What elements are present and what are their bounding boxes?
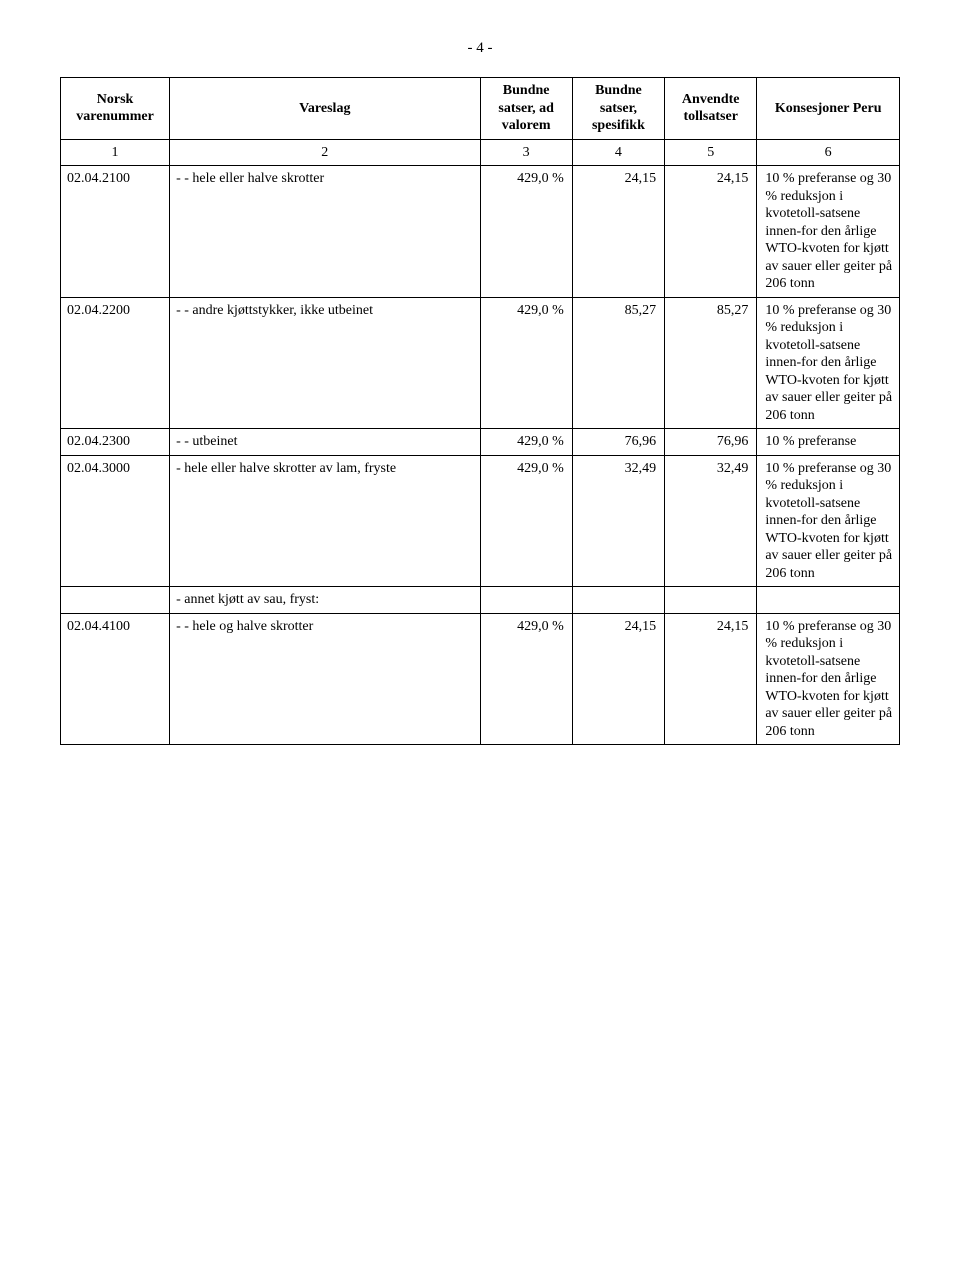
header-c5: Anvendte tollsatser (665, 78, 757, 140)
cell-code (61, 587, 170, 614)
cell-c4: 76,96 (572, 429, 664, 456)
cell-desc: - annet kjøtt av sau, fryst: (170, 587, 480, 614)
cell-c4: 24,15 (572, 166, 664, 298)
cell-desc: - - andre kjøttstykker, ikke utbeinet (170, 297, 480, 429)
cell-c3: 429,0 % (480, 455, 572, 587)
cell-c5: 85,27 (665, 297, 757, 429)
table-row: - annet kjøtt av sau, fryst: (61, 587, 900, 614)
table-body: 02.04.2100- - hele eller halve skrotter4… (61, 166, 900, 745)
numrow-c2: 2 (170, 139, 480, 166)
cell-c6: 10 % preferanse og 30 % reduksjon i kvot… (757, 297, 900, 429)
cell-code: 02.04.4100 (61, 613, 170, 745)
cell-c3: 429,0 % (480, 166, 572, 298)
tariff-table: Norsk varenummer Vareslag Bundne satser,… (60, 77, 900, 745)
cell-desc: - - hele eller halve skrotter (170, 166, 480, 298)
cell-desc: - hele eller halve skrotter av lam, frys… (170, 455, 480, 587)
header-c2: Vareslag (170, 78, 480, 140)
cell-desc: - - utbeinet (170, 429, 480, 456)
cell-c4: 32,49 (572, 455, 664, 587)
cell-c6: 10 % preferanse og 30 % reduksjon i kvot… (757, 166, 900, 298)
cell-c5 (665, 587, 757, 614)
header-row: Norsk varenummer Vareslag Bundne satser,… (61, 78, 900, 140)
cell-c5: 24,15 (665, 166, 757, 298)
cell-c5: 32,49 (665, 455, 757, 587)
header-c4: Bundne satser, spesifikk (572, 78, 664, 140)
numrow-c3: 3 (480, 139, 572, 166)
header-c3: Bundne satser, ad valorem (480, 78, 572, 140)
cell-c3: 429,0 % (480, 613, 572, 745)
cell-code: 02.04.2200 (61, 297, 170, 429)
cell-code: 02.04.2100 (61, 166, 170, 298)
numrow-c6: 6 (757, 139, 900, 166)
cell-code: 02.04.2300 (61, 429, 170, 456)
cell-c5: 24,15 (665, 613, 757, 745)
cell-c3: 429,0 % (480, 429, 572, 456)
numrow-c1: 1 (61, 139, 170, 166)
page-number: - 4 - (60, 40, 900, 57)
cell-desc: - - hele og halve skrotter (170, 613, 480, 745)
cell-c5: 76,96 (665, 429, 757, 456)
cell-c6: 10 % preferanse og 30 % reduksjon i kvot… (757, 455, 900, 587)
cell-c4 (572, 587, 664, 614)
numrow-c5: 5 (665, 139, 757, 166)
header-c6: Konsesjoner Peru (757, 78, 900, 140)
cell-c4: 85,27 (572, 297, 664, 429)
number-row: 1 2 3 4 5 6 (61, 139, 900, 166)
cell-code: 02.04.3000 (61, 455, 170, 587)
table-row: 02.04.2200- - andre kjøttstykker, ikke u… (61, 297, 900, 429)
header-c1: Norsk varenummer (61, 78, 170, 140)
cell-c6: 10 % preferanse (757, 429, 900, 456)
cell-c4: 24,15 (572, 613, 664, 745)
cell-c3: 429,0 % (480, 297, 572, 429)
table-row: 02.04.2100- - hele eller halve skrotter4… (61, 166, 900, 298)
cell-c3 (480, 587, 572, 614)
table-row: 02.04.3000- hele eller halve skrotter av… (61, 455, 900, 587)
table-row: 02.04.2300- - utbeinet429,0 %76,9676,961… (61, 429, 900, 456)
cell-c6 (757, 587, 900, 614)
cell-c6: 10 % preferanse og 30 % reduksjon i kvot… (757, 613, 900, 745)
table-row: 02.04.4100- - hele og halve skrotter429,… (61, 613, 900, 745)
numrow-c4: 4 (572, 139, 664, 166)
